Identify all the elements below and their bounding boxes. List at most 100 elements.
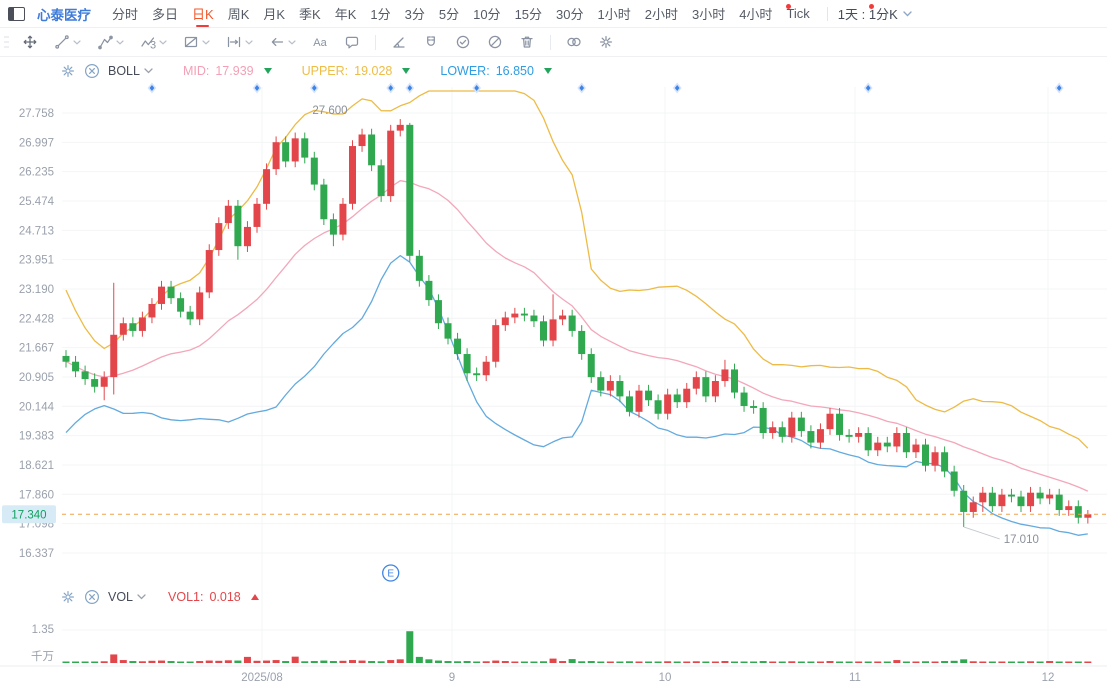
candle bbox=[473, 367, 481, 381]
earnings-marker: E bbox=[382, 564, 400, 582]
candle bbox=[922, 438, 929, 472]
continuous-drawing-tool-icon[interactable] bbox=[455, 34, 471, 50]
candle bbox=[969, 496, 977, 518]
candle bbox=[1027, 486, 1035, 512]
event-diamond-icon[interactable] bbox=[309, 82, 319, 94]
text-tool-icon[interactable]: Aa bbox=[312, 34, 328, 50]
menu-item-1分[interactable]: 1分 bbox=[370, 7, 391, 22]
toolbar-divider bbox=[375, 34, 376, 50]
vol-indicator-name[interactable]: VOL bbox=[108, 590, 146, 604]
menu-item-日K[interactable]: 日K bbox=[192, 0, 214, 27]
menu-item-分时[interactable]: 分时 bbox=[112, 7, 139, 22]
menu-item-2小时[interactable]: 2小时 bbox=[644, 7, 678, 22]
candle bbox=[836, 407, 844, 441]
menu-item-4小时[interactable]: 4小时 bbox=[739, 7, 773, 22]
candle bbox=[998, 488, 1006, 512]
custom-period-selector[interactable]: 1天 : 1分K bbox=[838, 4, 912, 23]
menu-item-多日[interactable]: 多日 bbox=[152, 7, 179, 22]
trend-line-tool-icon[interactable] bbox=[54, 34, 81, 50]
pitchfork-tool-icon[interactable] bbox=[97, 34, 124, 50]
pattern-tool-icon[interactable] bbox=[183, 34, 210, 50]
menu-item-1小时[interactable]: 1小时 bbox=[597, 7, 631, 22]
svg-text:1.35: 1.35 bbox=[32, 624, 54, 636]
candle bbox=[234, 199, 242, 260]
candle bbox=[148, 298, 156, 324]
candle bbox=[396, 119, 404, 137]
candle bbox=[702, 371, 710, 403]
magnet-tool-icon[interactable] bbox=[423, 34, 439, 50]
menu-item-3小时[interactable]: 3小时 bbox=[691, 7, 726, 22]
menu-item-周K[interactable]: 周K bbox=[227, 7, 250, 22]
boll-indicator-row: BOLL MID: 17.939 UPPER: 19.028 LOWER: 16… bbox=[60, 61, 552, 81]
candle bbox=[826, 407, 834, 435]
chevron-down-icon bbox=[73, 39, 81, 45]
candle bbox=[979, 486, 987, 512]
menu-item-Tick[interactable]: Tick bbox=[786, 6, 810, 21]
candle bbox=[645, 384, 653, 407]
wave-tool-icon[interactable]: 3 bbox=[140, 34, 167, 50]
volume-bars bbox=[62, 631, 1092, 663]
menu-item-3分[interactable]: 3分 bbox=[404, 7, 425, 22]
toolbar-divider bbox=[550, 34, 551, 50]
candle bbox=[635, 384, 643, 418]
measure-tool-icon[interactable] bbox=[226, 34, 253, 50]
svg-text:26.235: 26.235 bbox=[19, 167, 54, 179]
event-diamond-icon[interactable] bbox=[405, 82, 415, 94]
cursor-move-tool-icon[interactable] bbox=[22, 34, 38, 50]
main-chart[interactable]: 27.758 26.997 26.235 25.474 24.713 23.951 23.1… bbox=[0, 57, 1107, 685]
svg-text:25.474: 25.474 bbox=[19, 196, 55, 208]
menu-item-15分[interactable]: 15分 bbox=[514, 7, 543, 22]
candle bbox=[196, 286, 204, 326]
boll-upper-value: 19.028 bbox=[354, 64, 393, 78]
event-diamond-markers bbox=[147, 82, 1064, 94]
arrow-tool-icon[interactable] bbox=[269, 34, 296, 50]
menu-item-10分[interactable]: 10分 bbox=[473, 7, 501, 22]
boll-lower-label: LOWER: bbox=[440, 64, 490, 78]
event-diamond-icon[interactable] bbox=[863, 82, 873, 94]
candle bbox=[864, 427, 872, 457]
stock-name[interactable]: 心泰医疗 bbox=[37, 7, 91, 23]
indicator-settings-icon[interactable] bbox=[60, 589, 76, 605]
candle bbox=[62, 350, 70, 368]
period-menu: 分时 多日 日K 周K 月K 季K 年K 1分 3分 5分 10分 15分 30分 1小时 2小时 3小时 4小… bbox=[105, 0, 817, 27]
drawing-settings-tool-icon[interactable] bbox=[598, 34, 614, 50]
candle bbox=[205, 244, 213, 299]
menu-item-5分[interactable]: 5分 bbox=[438, 7, 460, 22]
volume-axis-labels: 1.35 千万 bbox=[31, 624, 54, 663]
candle bbox=[310, 151, 318, 191]
menu-item-季K[interactable]: 季K bbox=[299, 7, 321, 22]
event-diamond-icon[interactable] bbox=[252, 82, 262, 94]
candle bbox=[731, 363, 738, 399]
value-down-triangle-icon bbox=[263, 68, 272, 74]
angle-tool-icon[interactable] bbox=[391, 34, 407, 50]
event-diamond-icon[interactable] bbox=[386, 82, 396, 94]
indicator-close-icon[interactable] bbox=[84, 589, 100, 605]
indicator-close-icon[interactable] bbox=[84, 63, 100, 79]
event-diamond-icon[interactable] bbox=[672, 82, 682, 94]
indicator-settings-icon[interactable] bbox=[60, 63, 76, 79]
toolbar-drag-handle[interactable] bbox=[3, 33, 10, 51]
event-diamond-icon[interactable] bbox=[1054, 82, 1064, 94]
menu-item-月K[interactable]: 月K bbox=[263, 7, 286, 22]
hide-drawings-tool-icon[interactable] bbox=[487, 34, 503, 50]
candle bbox=[540, 315, 547, 347]
candle bbox=[492, 319, 500, 368]
candle bbox=[520, 307, 528, 322]
sidebar-toggle-icon[interactable] bbox=[8, 6, 25, 21]
candle bbox=[425, 275, 433, 306]
event-diamond-icon[interactable] bbox=[472, 82, 482, 94]
drawings-toggle-tool-icon[interactable] bbox=[566, 34, 582, 50]
event-diamond-icon[interactable] bbox=[147, 82, 157, 94]
comment-tool-icon[interactable] bbox=[344, 34, 360, 50]
candle bbox=[855, 427, 863, 443]
event-diamond-icon[interactable] bbox=[577, 82, 587, 94]
candle bbox=[893, 427, 901, 453]
candle bbox=[788, 411, 796, 443]
earnings-marker-icon[interactable] bbox=[382, 564, 400, 582]
menu-item-30分[interactable]: 30分 bbox=[556, 7, 584, 22]
boll-indicator-name[interactable]: BOLL bbox=[108, 64, 153, 78]
menu-item-年K[interactable]: 年K bbox=[334, 7, 357, 22]
delete-drawings-tool-icon[interactable] bbox=[519, 34, 535, 50]
candle bbox=[692, 371, 700, 395]
svg-text:22.428: 22.428 bbox=[19, 313, 54, 325]
